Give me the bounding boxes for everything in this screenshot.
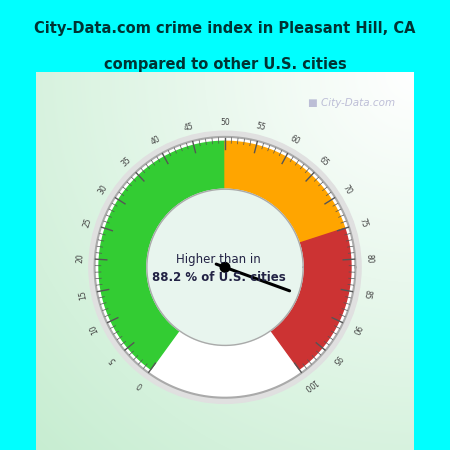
Text: 85: 85 bbox=[362, 289, 373, 300]
Text: 60: 60 bbox=[288, 134, 301, 147]
Circle shape bbox=[89, 131, 361, 403]
Text: compared to other U.S. cities: compared to other U.S. cities bbox=[104, 57, 346, 72]
Text: 55: 55 bbox=[255, 122, 267, 132]
Text: 30: 30 bbox=[96, 183, 109, 196]
Text: 95: 95 bbox=[330, 353, 343, 366]
Text: 88.2 % of U.S. cities: 88.2 % of U.S. cities bbox=[152, 271, 286, 284]
Polygon shape bbox=[225, 141, 345, 243]
Text: City-Data.com crime index in Pleasant Hill, CA: City-Data.com crime index in Pleasant Hi… bbox=[34, 21, 416, 36]
Text: 80: 80 bbox=[365, 253, 374, 263]
Text: Higher than in: Higher than in bbox=[176, 253, 261, 266]
Text: 45: 45 bbox=[183, 122, 195, 132]
Text: 10: 10 bbox=[88, 323, 100, 335]
Text: 75: 75 bbox=[357, 216, 369, 229]
Text: 0: 0 bbox=[135, 379, 144, 390]
Text: 70: 70 bbox=[341, 183, 354, 196]
Text: 35: 35 bbox=[119, 155, 132, 168]
Circle shape bbox=[95, 138, 355, 397]
Text: 100: 100 bbox=[302, 377, 319, 392]
Text: 15: 15 bbox=[77, 289, 88, 300]
Text: 40: 40 bbox=[149, 134, 162, 147]
Text: 25: 25 bbox=[81, 216, 93, 229]
Text: ■ City-Data.com: ■ City-Data.com bbox=[308, 98, 395, 108]
Text: 90: 90 bbox=[350, 323, 362, 335]
Circle shape bbox=[147, 189, 303, 346]
Polygon shape bbox=[271, 228, 351, 369]
Text: 50: 50 bbox=[220, 118, 230, 127]
Circle shape bbox=[220, 262, 230, 272]
Text: 20: 20 bbox=[76, 253, 85, 263]
Polygon shape bbox=[99, 141, 225, 369]
Text: 65: 65 bbox=[318, 155, 331, 168]
Text: 5: 5 bbox=[108, 355, 118, 364]
